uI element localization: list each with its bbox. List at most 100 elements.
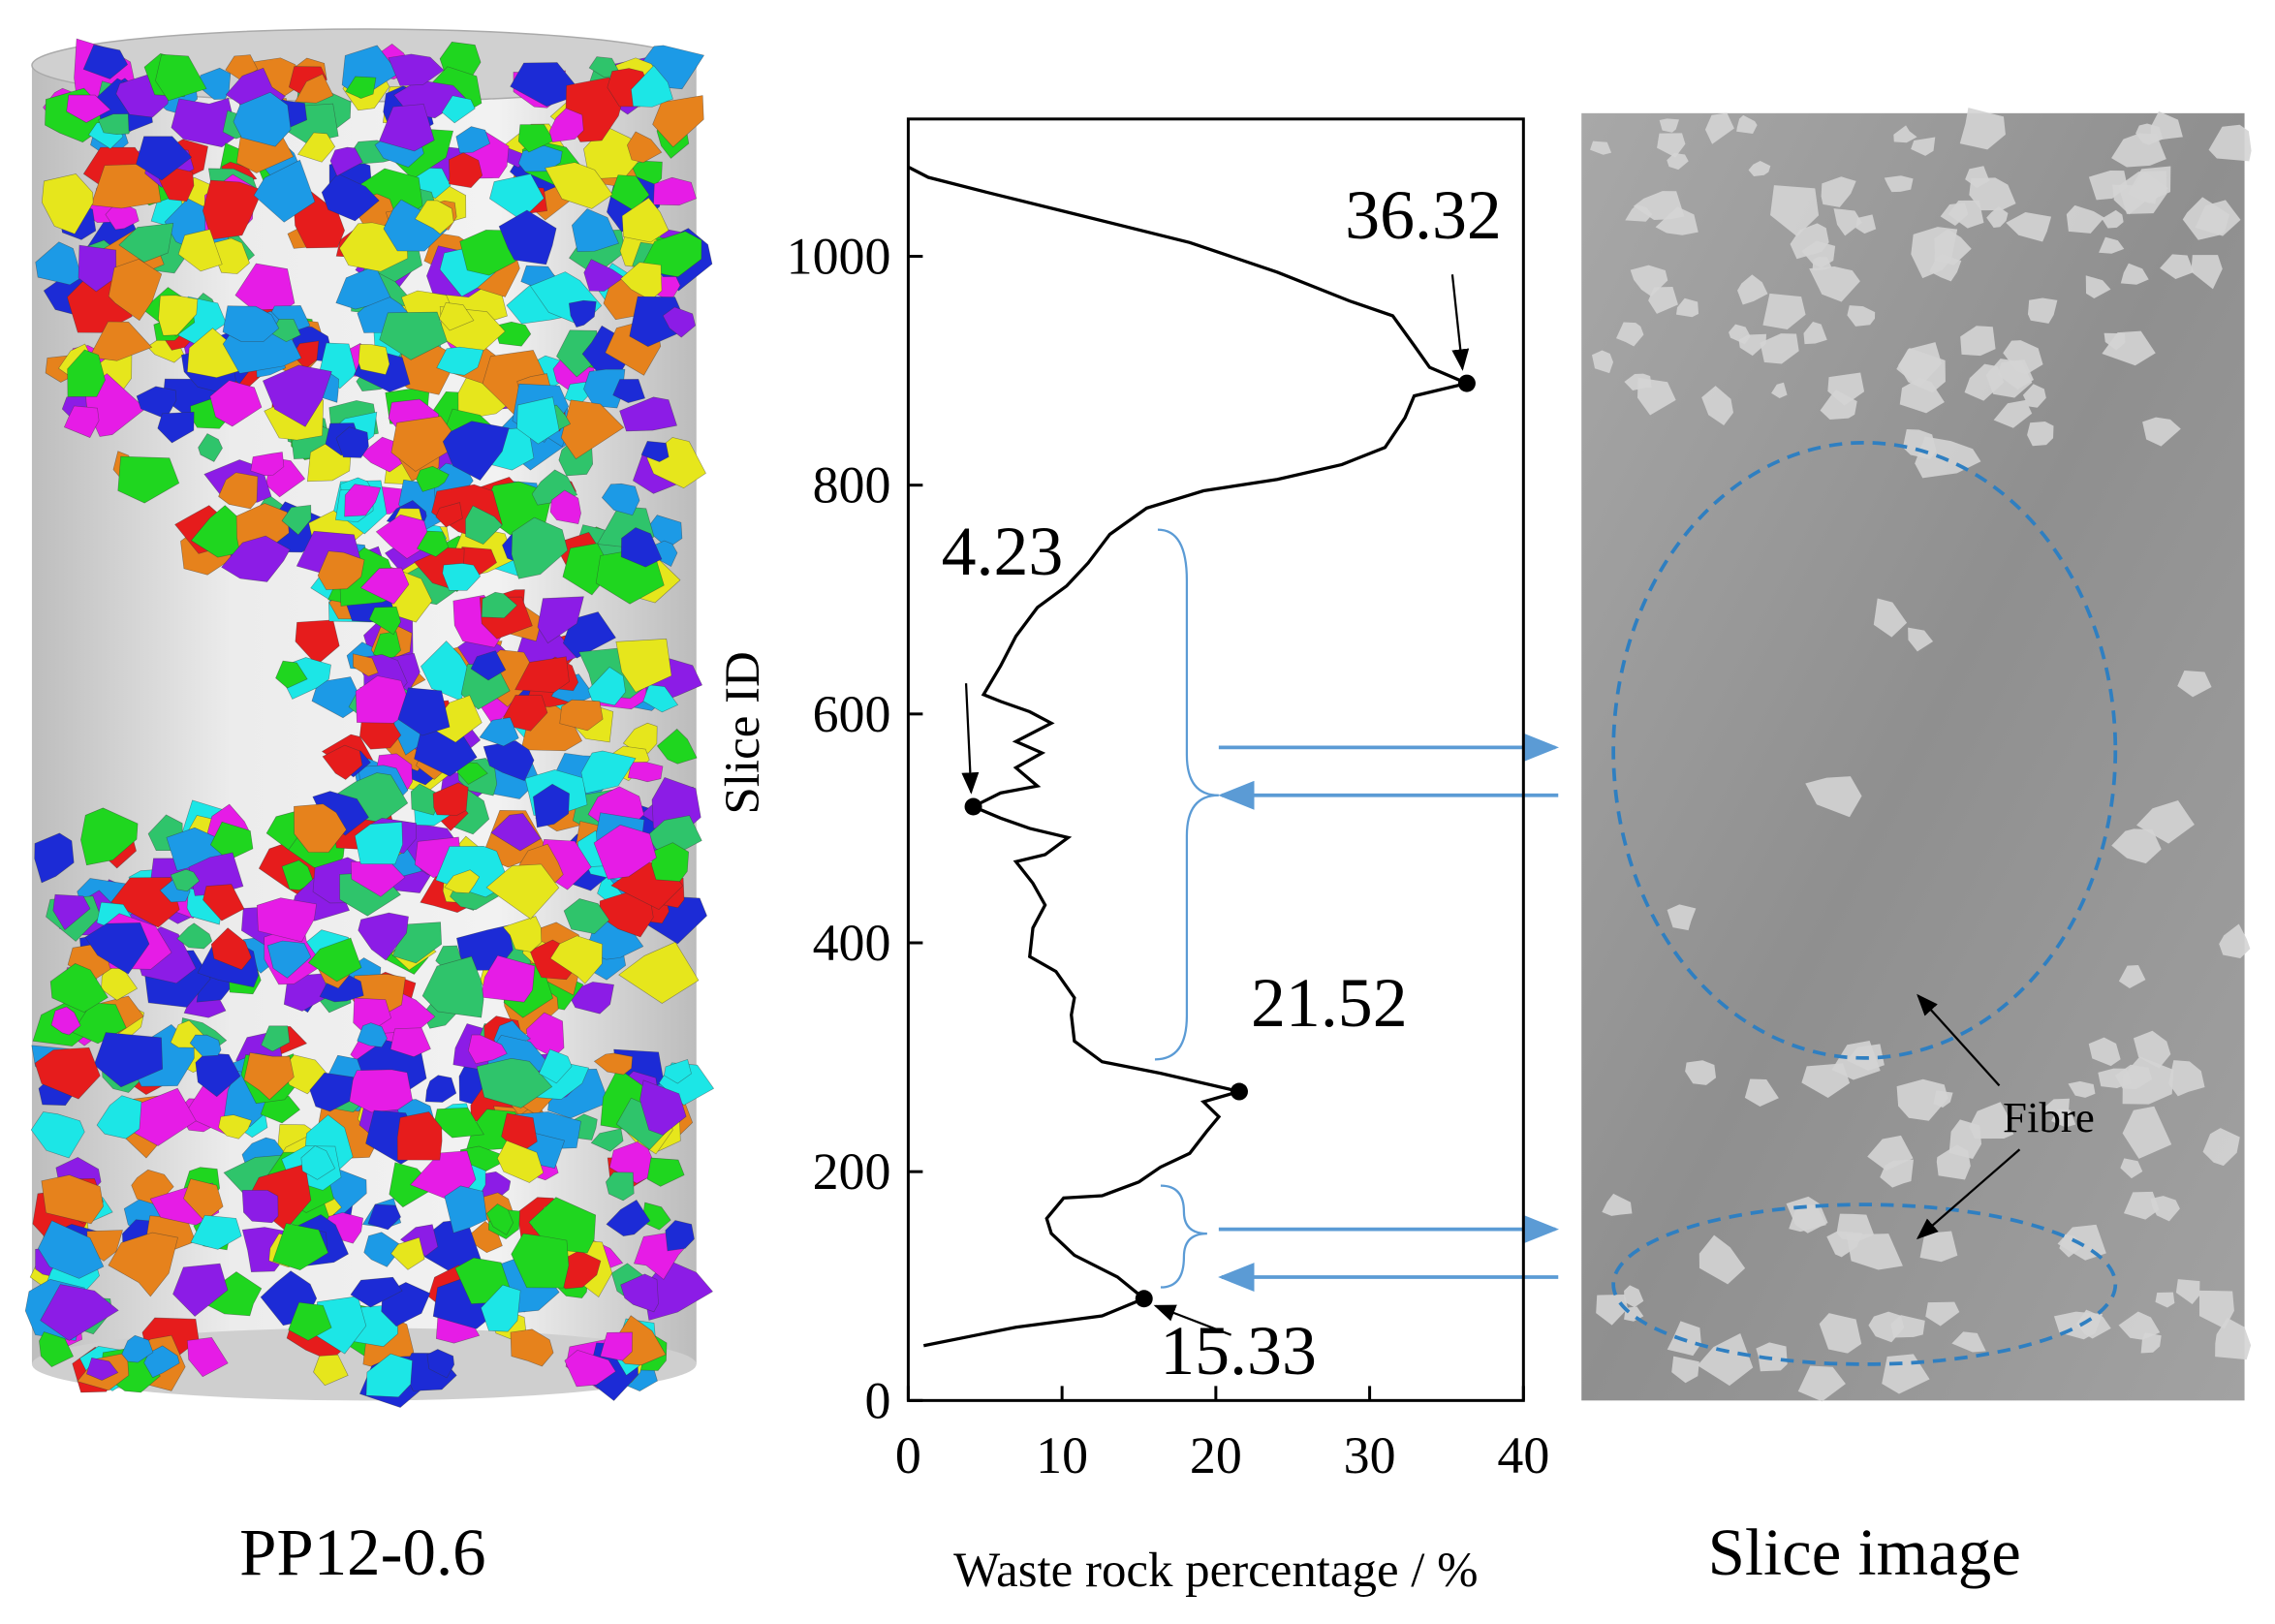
aggregate bbox=[1616, 322, 1644, 347]
sample-render bbox=[24, 28, 715, 1408]
rock bbox=[218, 472, 259, 510]
rock bbox=[441, 95, 476, 124]
aggregate bbox=[2202, 1128, 2240, 1167]
rock bbox=[510, 62, 583, 108]
y-tick-label: 800 bbox=[813, 456, 891, 515]
aggregate bbox=[2155, 1292, 2175, 1308]
rock bbox=[583, 368, 626, 409]
aggregate bbox=[1855, 214, 1877, 234]
rock bbox=[444, 869, 481, 894]
rock bbox=[41, 173, 94, 234]
slice-background bbox=[1581, 112, 2245, 1401]
rock bbox=[502, 916, 543, 953]
rock bbox=[476, 1058, 553, 1109]
rock bbox=[275, 660, 308, 689]
rock bbox=[66, 94, 111, 123]
aggregate bbox=[2099, 236, 2125, 254]
rock bbox=[363, 1232, 401, 1267]
rock bbox=[358, 912, 409, 961]
rock bbox=[335, 426, 369, 458]
rock bbox=[253, 159, 316, 223]
rock bbox=[309, 1072, 354, 1112]
marker-label: 36.32 bbox=[1345, 176, 1502, 254]
rock bbox=[350, 1276, 403, 1308]
aggregate bbox=[2122, 1106, 2172, 1159]
x-tick-label: 0 bbox=[895, 1426, 921, 1484]
rock bbox=[568, 299, 597, 328]
aggregate bbox=[1896, 1078, 1948, 1121]
rock bbox=[218, 1114, 253, 1140]
aggregate bbox=[1959, 108, 2006, 150]
rock bbox=[612, 379, 646, 403]
aggregate bbox=[1948, 1119, 1982, 1159]
aggregate bbox=[2219, 923, 2251, 958]
rock bbox=[329, 146, 363, 177]
rock bbox=[593, 1052, 634, 1076]
rock bbox=[353, 653, 379, 677]
rock bbox=[50, 1006, 81, 1036]
rock bbox=[354, 822, 403, 865]
rock bbox=[627, 131, 663, 164]
rock bbox=[664, 1058, 692, 1084]
rock bbox=[470, 650, 507, 681]
rock bbox=[250, 452, 285, 477]
rock bbox=[564, 1350, 616, 1388]
marker bbox=[1457, 374, 1476, 392]
fibre-region bbox=[1611, 440, 2118, 1060]
rock bbox=[288, 1301, 332, 1341]
rock bbox=[358, 344, 390, 375]
rock bbox=[483, 740, 535, 782]
rock bbox=[313, 1354, 349, 1387]
aggregate bbox=[2195, 200, 2241, 236]
rock bbox=[481, 591, 518, 619]
aggregate bbox=[2027, 421, 2054, 447]
rock bbox=[195, 1052, 241, 1098]
aggregate bbox=[2022, 384, 2046, 408]
rock bbox=[653, 176, 697, 206]
rock bbox=[177, 229, 223, 272]
aggregate bbox=[1997, 359, 2034, 390]
rock bbox=[583, 259, 625, 292]
aggregate bbox=[2177, 670, 2212, 698]
rock bbox=[105, 203, 140, 231]
rock bbox=[118, 223, 174, 263]
rock bbox=[390, 1027, 431, 1057]
aggregate bbox=[1969, 1102, 2014, 1140]
aggregate bbox=[2122, 1056, 2174, 1105]
rock bbox=[63, 405, 100, 438]
aggregate bbox=[1737, 274, 1768, 305]
aggregate bbox=[1969, 177, 2016, 211]
rock bbox=[262, 364, 332, 427]
rock bbox=[357, 1022, 388, 1047]
rock bbox=[606, 1199, 651, 1236]
aggregate bbox=[2102, 209, 2124, 229]
rock bbox=[321, 172, 380, 222]
aggregate bbox=[2088, 1037, 2121, 1067]
rock bbox=[618, 941, 700, 1004]
rock bbox=[296, 132, 336, 163]
rock bbox=[379, 311, 448, 360]
rock bbox=[449, 152, 483, 188]
rock bbox=[203, 884, 245, 921]
rock bbox=[481, 954, 536, 1003]
rock bbox=[322, 744, 363, 780]
rock bbox=[511, 516, 569, 579]
rock bbox=[485, 1203, 514, 1235]
aggregate bbox=[1633, 191, 1685, 221]
rock bbox=[416, 530, 450, 557]
rock bbox=[498, 209, 557, 265]
aggregate bbox=[1846, 1234, 1903, 1270]
rock bbox=[158, 295, 199, 336]
aggregate bbox=[2208, 124, 2252, 162]
rock bbox=[465, 505, 503, 546]
aggregate bbox=[1667, 152, 1689, 171]
aggregate bbox=[1748, 160, 1771, 176]
rock bbox=[243, 1051, 295, 1101]
marker-arrow bbox=[1153, 1304, 1231, 1336]
rock bbox=[496, 1140, 545, 1183]
marker-label: 15.33 bbox=[1160, 1312, 1317, 1390]
rock bbox=[35, 241, 82, 286]
aggregate bbox=[1873, 598, 1908, 638]
rock bbox=[485, 863, 560, 920]
